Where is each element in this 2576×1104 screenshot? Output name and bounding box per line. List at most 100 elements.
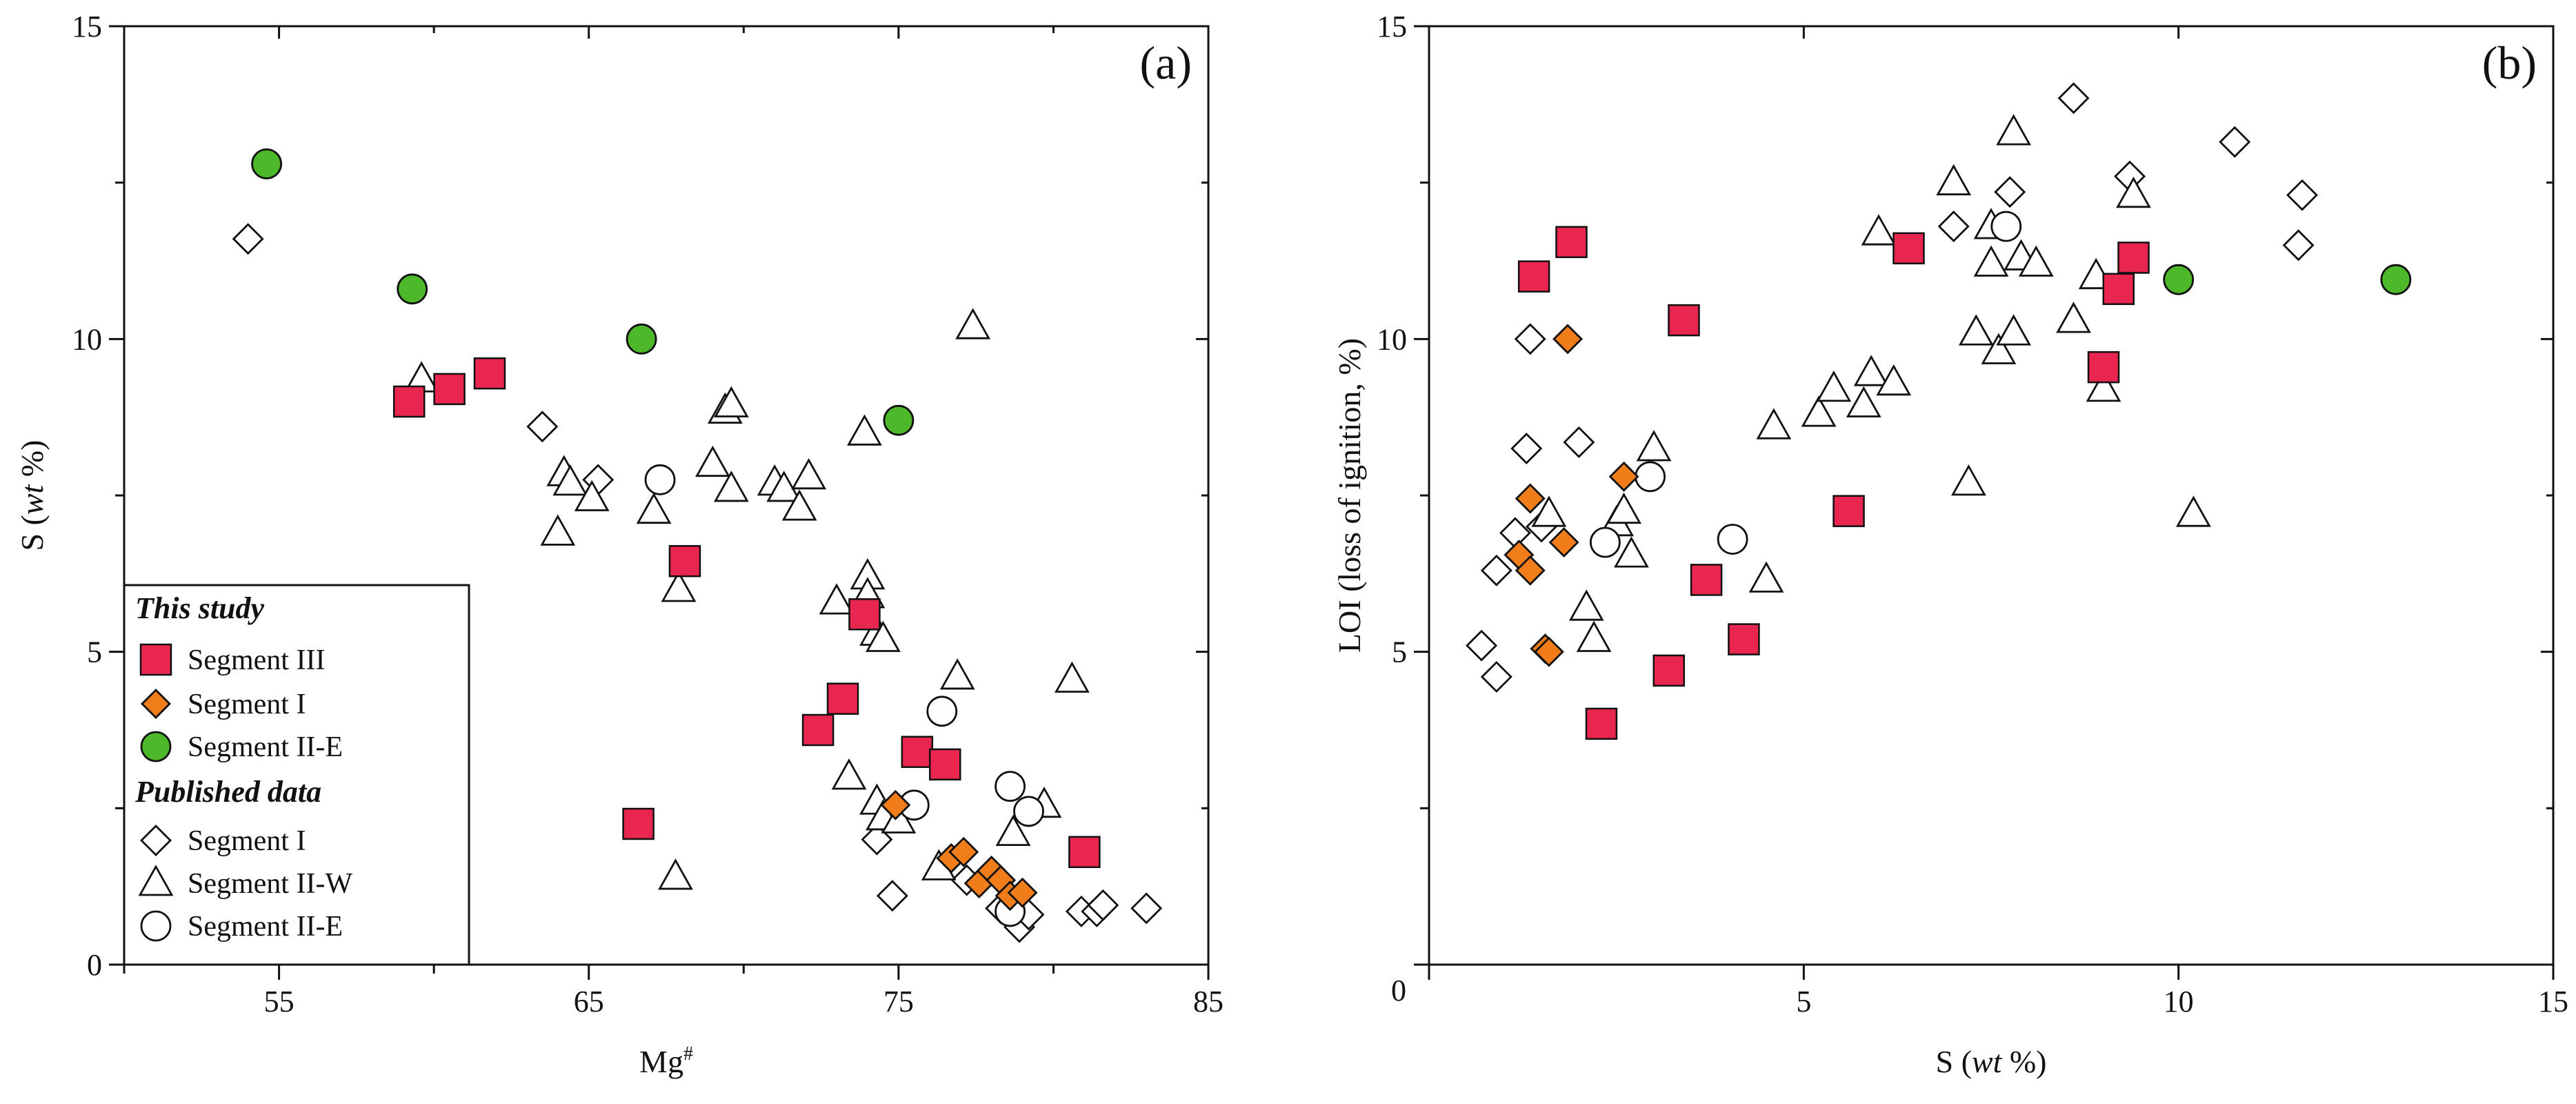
x-tick-label: 10 bbox=[2164, 985, 2194, 1018]
legend-marker-this-i bbox=[141, 689, 171, 719]
data-point-this-iie bbox=[2380, 264, 2412, 295]
y-tick-label: 15 bbox=[1377, 10, 1407, 43]
data-point-this-iii bbox=[1585, 707, 1618, 740]
y-tick-label: 15 bbox=[72, 10, 102, 43]
data-point-this-iii bbox=[433, 373, 466, 406]
data-point-pub-iiw bbox=[1614, 536, 1649, 568]
data-point-pub-iiw bbox=[1606, 492, 1641, 524]
data-point-pub-i bbox=[2286, 179, 2318, 211]
data-point-pub-i bbox=[2219, 126, 2251, 158]
data-point-pub-iiw bbox=[574, 480, 610, 511]
data-point-pub-i bbox=[1510, 433, 1543, 464]
data-point-this-iii bbox=[801, 713, 835, 747]
data-point-pub-iiw bbox=[1996, 114, 2031, 146]
x-tick-label: 65 bbox=[574, 985, 604, 1018]
legend-label-pub-iiw: Segment II-W bbox=[188, 868, 352, 900]
data-point-pub-iiw bbox=[636, 492, 672, 524]
legend-label-this-iii: Segment III bbox=[188, 644, 325, 676]
data-point-pub-i bbox=[1480, 554, 1512, 586]
panel-b: 5 10 15 5 10 15 (b) S (wt %) LOI (loss of ign… bbox=[1332, 10, 2568, 1079]
legend-marker-this-iie bbox=[140, 731, 172, 762]
data-point-pub-iiw bbox=[1801, 395, 1837, 427]
data-point-pub-iiw bbox=[713, 471, 749, 502]
data-point-pub-i bbox=[1514, 323, 1546, 355]
data-point-pub-iiw bbox=[540, 514, 576, 546]
data-point-pub-i bbox=[1130, 892, 1163, 925]
data-point-this-i bbox=[1533, 636, 1564, 667]
legend-marker-this-iii bbox=[139, 643, 172, 676]
panel-a-ticks: 55 65 75 85 0 5 10 15 bbox=[72, 10, 1224, 1018]
data-point-this-iii bbox=[622, 807, 655, 840]
data-point-pub-i bbox=[1937, 210, 1970, 243]
data-point-pub-iiw bbox=[791, 457, 826, 490]
data-point-pub-iiw bbox=[866, 620, 901, 652]
data-point-this-i bbox=[1515, 483, 1546, 514]
data-point-this-i bbox=[1552, 324, 1584, 355]
panel-a-label: (a) bbox=[1140, 37, 1192, 89]
legend-box bbox=[123, 584, 470, 966]
data-point-pub-iie bbox=[1589, 526, 1621, 558]
data-point-this-iii bbox=[1517, 260, 1550, 293]
data-point-pub-i bbox=[2282, 229, 2315, 262]
data-point-pub-iiw bbox=[2116, 176, 2151, 208]
data-point-pub-iiw bbox=[1996, 314, 2031, 346]
legend-label-pub-iie: Segment II-E bbox=[188, 911, 343, 943]
data-point-pub-iie bbox=[995, 771, 1026, 802]
data-point-pub-iiw bbox=[1958, 314, 1994, 346]
data-point-pub-iiw bbox=[1816, 371, 1852, 402]
data-point-this-iie bbox=[251, 148, 283, 179]
data-point-pub-iie bbox=[1717, 524, 1748, 555]
data-point-pub-iiw bbox=[658, 858, 693, 890]
data-point-pub-iiw bbox=[1568, 589, 1604, 621]
data-point-this-i bbox=[1515, 555, 1546, 586]
panel-b-x-axis-title: S (wt %) bbox=[1935, 1044, 2046, 1079]
x-tick-label: 55 bbox=[264, 985, 294, 1018]
data-point-this-i bbox=[880, 789, 911, 820]
data-point-pub-iiw bbox=[847, 414, 882, 446]
data-point-pub-i bbox=[1480, 660, 1512, 693]
data-point-this-iii bbox=[1668, 304, 1700, 337]
data-point-pub-iiw bbox=[1951, 464, 1986, 496]
data-point-pub-iiw bbox=[831, 758, 867, 790]
data-point-this-iie bbox=[397, 273, 428, 305]
panel-a-x-axis-title: Mg# bbox=[639, 1043, 693, 1079]
data-point-this-iii bbox=[901, 736, 934, 768]
legend-group-this-study: This study bbox=[135, 591, 265, 625]
data-point-this-i bbox=[1548, 527, 1579, 558]
legend-label-this-iie: Segment II-E bbox=[188, 731, 343, 763]
panel-b-y-axis-title: LOI (loss of ignition, %) bbox=[1332, 338, 1367, 653]
data-point-this-i bbox=[1007, 877, 1038, 908]
panel-b-points bbox=[1466, 82, 2412, 740]
data-point-pub-i bbox=[1466, 629, 1498, 662]
data-point-this-iii bbox=[848, 598, 881, 631]
panel-a-y-axis-title: S (wt %) bbox=[14, 440, 50, 551]
data-point-pub-iiw bbox=[1748, 561, 1784, 593]
data-point-pub-iiw bbox=[1636, 430, 1672, 462]
data-point-this-iii bbox=[1893, 232, 1925, 265]
data-point-pub-iiw bbox=[1846, 386, 1881, 417]
data-point-this-iii bbox=[1068, 836, 1101, 869]
data-point-this-iii bbox=[668, 544, 701, 578]
data-point-this-iii bbox=[2087, 351, 2120, 384]
data-point-pub-iiw bbox=[1876, 364, 1912, 396]
panel-a-legend: This study Published data Segment III Seg… bbox=[123, 584, 470, 966]
data-point-this-iii bbox=[1728, 623, 1760, 656]
data-point-pub-iiw bbox=[1576, 620, 1612, 652]
data-point-this-iii bbox=[826, 682, 859, 715]
y-tick-label: 5 bbox=[87, 635, 102, 669]
panel-b-ticks: 5 10 15 5 10 15 bbox=[1377, 10, 2568, 1018]
data-point-this-iii bbox=[392, 385, 426, 418]
data-point-pub-iiw bbox=[955, 308, 991, 339]
data-point-this-i bbox=[948, 836, 979, 867]
data-point-this-iii bbox=[1653, 654, 1685, 687]
panel-b-origin-label: 0 bbox=[1391, 974, 1406, 1007]
panel-a-points bbox=[232, 148, 1163, 943]
x-tick-label: 85 bbox=[1193, 985, 1224, 1018]
data-point-this-iie bbox=[2163, 264, 2195, 295]
data-point-pub-iie bbox=[926, 696, 958, 727]
legend-marker-pub-i bbox=[140, 825, 172, 856]
data-point-this-iii bbox=[1690, 564, 1723, 596]
legend-group-published-data: Published data bbox=[134, 775, 321, 809]
data-point-pub-i bbox=[1087, 889, 1119, 921]
